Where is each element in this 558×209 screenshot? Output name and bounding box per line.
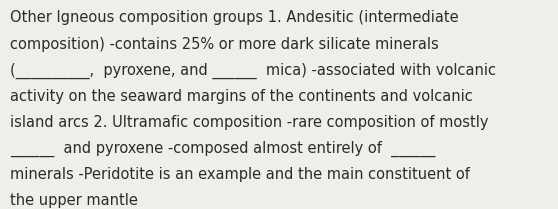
Text: activity on the seaward margins of the continents and volcanic: activity on the seaward margins of the c… — [10, 89, 473, 104]
Text: ______  and pyroxene -composed almost entirely of  ______: ______ and pyroxene -composed almost ent… — [10, 141, 435, 157]
Text: (__________,  pyroxene, and ______  mica) -associated with volcanic: (__________, pyroxene, and ______ mica) … — [10, 63, 496, 79]
Text: composition) -contains 25% or more dark silicate minerals: composition) -contains 25% or more dark … — [10, 37, 439, 52]
Text: the upper mantle: the upper mantle — [10, 193, 138, 208]
Text: Other Igneous composition groups 1. Andesitic (intermediate: Other Igneous composition groups 1. Ande… — [10, 10, 459, 25]
Text: minerals -Peridotite is an example and the main constituent of: minerals -Peridotite is an example and t… — [10, 167, 470, 182]
Text: island arcs 2. Ultramafic composition -rare composition of mostly: island arcs 2. Ultramafic composition -r… — [10, 115, 489, 130]
